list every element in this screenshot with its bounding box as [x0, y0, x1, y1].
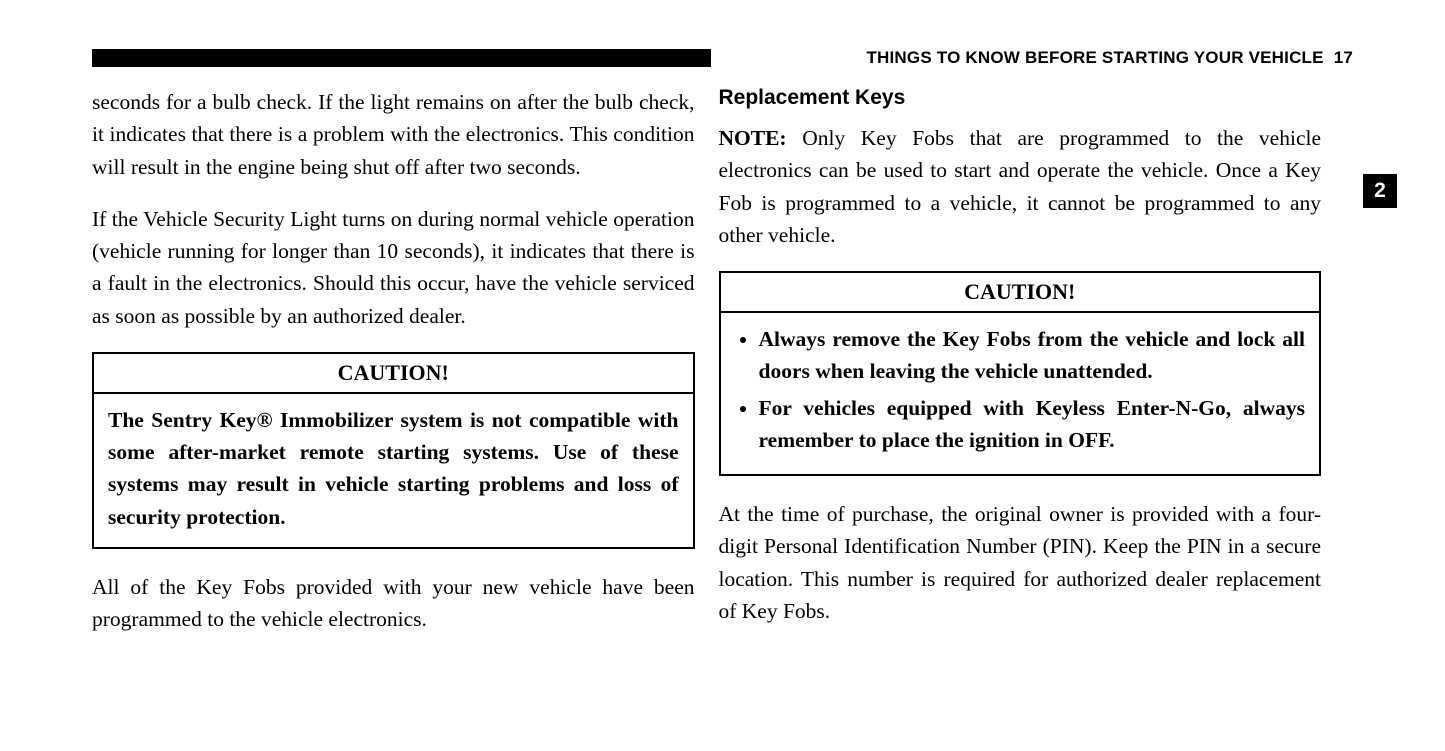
caution-list: Always remove the Key Fobs from the vehi…	[735, 323, 1306, 456]
left-column: seconds for a bulb check. If the light r…	[92, 86, 695, 635]
right-column: Replacement Keys NOTE: Only Key Fobs tha…	[719, 86, 1354, 635]
body-para: seconds for a bulb check. If the light r…	[92, 86, 695, 183]
left-black-bar	[92, 49, 711, 67]
note-label: NOTE:	[719, 126, 787, 150]
caution-body: The Sentry Key® Immobilizer system is no…	[94, 394, 693, 547]
caution-box-left: CAUTION! The Sentry Key® Immobilizer sys…	[92, 352, 695, 549]
caution-list-item: Always remove the Key Fobs from the vehi…	[759, 323, 1306, 388]
caution-title: CAUTION!	[721, 273, 1320, 313]
replacement-keys-heading: Replacement Keys	[719, 86, 1322, 110]
caution-list-item: For vehicles equipped with Keyless Enter…	[759, 392, 1306, 457]
note-body: Only Key Fobs that are programmed to the…	[719, 126, 1322, 247]
caution-box-right: CAUTION! Always remove the Key Fobs from…	[719, 271, 1322, 476]
content-columns: seconds for a bulb check. If the light r…	[92, 86, 1353, 635]
header-row: THINGS TO KNOW BEFORE STARTING YOUR VEHI…	[92, 48, 1353, 68]
caution-title: CAUTION!	[94, 354, 693, 394]
body-para: At the time of purchase, the original ow…	[719, 498, 1322, 627]
page-number: 17	[1334, 48, 1353, 68]
header-right: THINGS TO KNOW BEFORE STARTING YOUR VEHI…	[735, 48, 1354, 68]
body-para: All of the Key Fobs provided with your n…	[92, 571, 695, 636]
chapter-tab: 2	[1363, 174, 1397, 208]
caution-body-list: Always remove the Key Fobs from the vehi…	[721, 313, 1320, 474]
chapter-number: 2	[1374, 179, 1386, 203]
section-title: THINGS TO KNOW BEFORE STARTING YOUR VEHI…	[866, 48, 1323, 68]
body-para: If the Vehicle Security Light turns on d…	[92, 203, 695, 332]
note-para: NOTE: Only Key Fobs that are programmed …	[719, 122, 1322, 251]
